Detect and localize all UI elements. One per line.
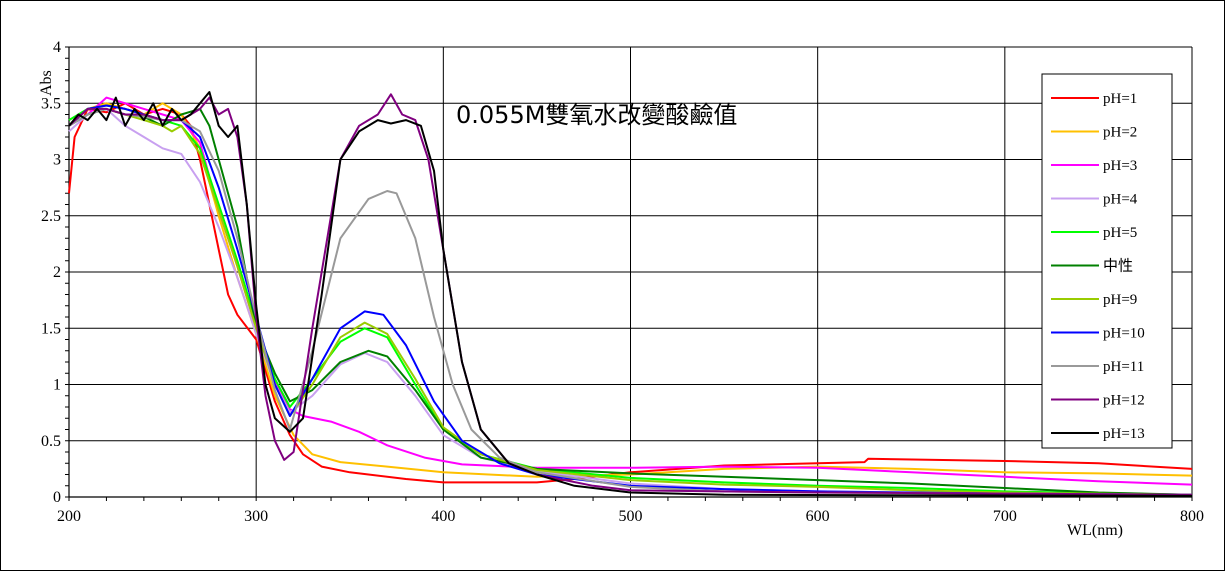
legend-label: pH=2: [1103, 125, 1137, 141]
x-tick-label: 400: [431, 508, 455, 525]
x-tick-label: 700: [993, 508, 1017, 525]
x-tick-label: 500: [619, 508, 643, 525]
y-tick-label: 0.5: [41, 433, 61, 450]
legend-label: pH=3: [1103, 158, 1137, 174]
axes: [65, 46, 1193, 501]
y-tick-label: 2: [53, 264, 61, 281]
legend-label: pH=5: [1103, 225, 1137, 241]
legend-label: pH=12: [1103, 393, 1145, 409]
legend: pH=1 pH=2 pH=3 pH=4 pH=5 中性 pH=9 pH=10 pH=11 pH=1…: [1041, 73, 1173, 449]
series-lines: [68, 91, 1193, 497]
legend-label: pH=10: [1103, 326, 1145, 342]
x-tick-label: 600: [806, 508, 830, 525]
y-tick-label: 3.5: [41, 95, 61, 112]
y-axis-label: Abs: [38, 70, 55, 96]
x-tick-label: 800: [1180, 508, 1204, 525]
legend-label: pH=11: [1103, 359, 1144, 375]
legend-label: 中性: [1103, 258, 1133, 275]
x-axis-label: WL(nm): [1067, 522, 1123, 539]
y-tick-label: 1: [53, 377, 61, 394]
tick-labels: 200 300 400 500 600 700 800 0 0.5 1 1.5 2 2.5 3 3.5 4: [41, 39, 1204, 525]
legend-label: pH=9: [1103, 292, 1137, 308]
y-tick-label: 2.5: [41, 208, 61, 225]
series-line: [68, 91, 1193, 497]
x-tick-label: 300: [244, 508, 268, 525]
legend-label: pH=4: [1103, 192, 1138, 208]
y-tick-label: 3: [53, 152, 61, 169]
y-tick-label: 0: [53, 489, 61, 506]
y-tick-label: 1.5: [41, 320, 61, 337]
y-tick-label: 4: [53, 39, 61, 56]
x-tick-label: 200: [57, 508, 81, 525]
legend-label: pH=1: [1103, 91, 1137, 107]
series-line: [68, 107, 1193, 496]
legend-label: pH=13: [1103, 426, 1145, 442]
chart-title: 0.055M雙氧水改變酸鹼值: [456, 101, 737, 129]
